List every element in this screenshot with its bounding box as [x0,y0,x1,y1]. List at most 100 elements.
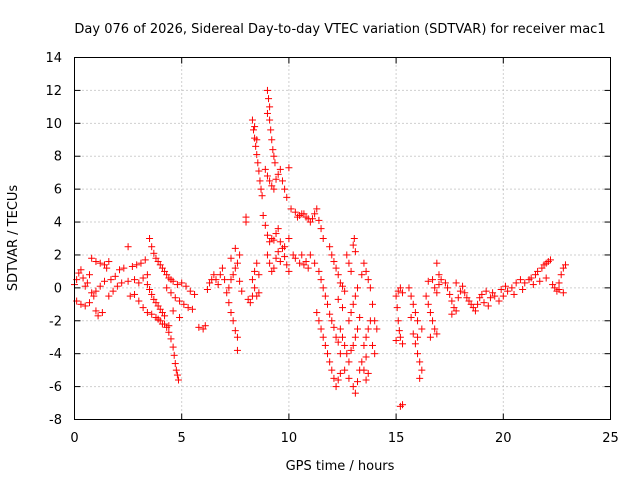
data-point [120,264,128,272]
y-ticks: -8 -6 -4 -2 0 2 4 6 8 10 12 14 [45,51,611,428]
data-point [135,279,143,287]
data-point [349,341,357,349]
data-point [178,279,186,287]
data-point [534,267,542,275]
data-point [431,325,439,333]
data-point [271,159,279,167]
data-point [501,282,509,290]
data-point [172,366,180,374]
data-point [371,317,379,325]
y-tick-label: 10 [45,117,62,132]
data-point [143,281,151,289]
data-point [471,307,479,315]
data-point [150,249,158,257]
data-point [131,276,139,284]
data-point [225,284,233,292]
data-point [161,312,169,320]
data-point [174,376,182,384]
data-point [124,277,132,285]
data-point [251,267,259,275]
data-point [223,289,231,297]
data-point [253,259,261,267]
data-point [356,313,364,321]
data-point [256,177,264,185]
data-point [542,274,550,282]
data-point [351,248,359,256]
data-point [426,333,434,341]
data-point [323,300,331,308]
data-point [392,292,400,300]
data-point [351,292,359,300]
data-point [369,300,377,308]
data-point [448,310,456,318]
data-point [255,289,263,297]
data-point [426,309,434,317]
data-point [315,317,323,325]
data-point [366,284,374,292]
data-point [263,231,271,239]
data-point [351,389,359,397]
data-point [225,299,233,307]
data-point [248,276,256,284]
data-point [146,235,154,242]
data-point [311,259,319,267]
data-point [317,225,325,233]
data-point [431,284,439,292]
data-point [276,238,284,246]
data-point [263,109,271,117]
data-point [319,235,327,242]
data-point [216,271,224,279]
y-tick-label: 0 [54,281,62,296]
data-point [92,307,100,315]
data-point [184,304,192,312]
data-point [233,346,241,354]
data-point [414,350,422,358]
data-point [272,230,280,238]
data-point [393,304,401,312]
data-point [512,279,520,287]
data-point [373,325,381,333]
data-point [311,210,319,218]
data-point [486,294,494,302]
data-point [315,216,323,224]
data-point [250,126,258,134]
x-tick-label: 5 [178,431,186,446]
data-point [456,287,464,295]
y-tick-label: 4 [54,216,62,231]
data-point [345,259,353,267]
data-point [186,287,194,295]
data-point [326,243,334,251]
data-point [276,165,284,173]
data-point [433,259,441,267]
data-point [242,213,250,221]
data-point [86,271,94,279]
data-point [231,264,239,272]
data-point [424,300,432,308]
x-axis-label: GPS time / hours [286,459,395,474]
data-point [163,284,171,292]
data-point [345,374,353,382]
data-point [559,289,567,297]
data-point [146,286,154,294]
data-point [281,185,289,193]
data-point [283,193,291,201]
data-point [171,294,179,302]
data-point [336,369,344,377]
data-point [341,287,349,295]
data-point [96,259,104,267]
data-point [169,277,177,285]
data-point [422,292,430,300]
y-tick-label: 12 [45,84,62,99]
data-point [495,297,503,305]
data-point [276,258,284,266]
data-point [268,136,276,144]
data-point [165,328,173,336]
data-point [416,374,424,382]
data-point [326,310,334,318]
data-point [354,325,362,333]
data-point [519,286,527,294]
data-point [270,185,278,193]
data-point [433,330,441,338]
data-point [291,254,299,262]
